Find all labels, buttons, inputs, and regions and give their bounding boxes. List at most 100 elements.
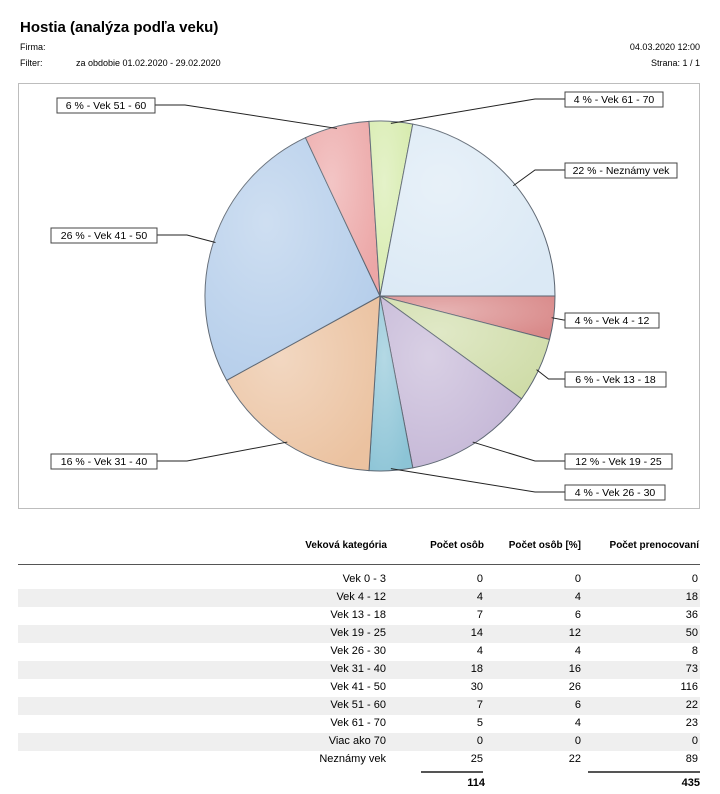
header-divider: [18, 564, 700, 565]
pie-slice-highlight: [305, 121, 380, 296]
pie-chart: 4 % - Vek 4 - 12 6 % - Vek 13 - 18 12 % - …: [50, 91, 678, 501]
filter-label: Filter:: [20, 58, 43, 68]
header-persons-percent: Počet osôb [%]: [508, 540, 581, 551]
filter-value: za obdobie 01.02.2020 - 29.02.2020: [76, 58, 221, 68]
cell-persons: 25: [470, 753, 483, 765]
table-row: Vek 4 - 12 4 4 18: [18, 589, 700, 607]
cell-nights: 0: [691, 573, 698, 585]
slice-label: 26 % - Vek 41 - 50: [61, 230, 148, 242]
cell-persons-percent: 4: [574, 591, 581, 603]
leader-line: [390, 468, 565, 493]
cell-persons-percent: 0: [574, 573, 581, 585]
cell-nights: 22: [685, 699, 698, 711]
cell-persons-percent: 6: [574, 609, 581, 621]
slice-label-box: [56, 97, 156, 114]
cell-persons: 5: [476, 717, 483, 729]
pie-slice-highlight: [380, 296, 550, 399]
cell-nights: 73: [685, 663, 698, 675]
total-persons-rule: [421, 771, 483, 773]
table-row: Viac ako 70 0 0 0: [18, 733, 700, 751]
total-nights-rule: [588, 771, 700, 773]
pie-slice-highlight: [205, 137, 380, 381]
table-row: Vek 26 - 30 4 4 8: [18, 643, 700, 661]
firma-label: Firma:: [20, 42, 46, 52]
slice-label-box: [564, 484, 666, 501]
cell-persons-percent: 22: [568, 753, 581, 765]
slice-label-box: [564, 453, 673, 470]
page-number: Strana: 1 / 1: [650, 58, 700, 68]
cell-persons-percent: 6: [574, 699, 581, 711]
slice-label: 4 % - Vek 4 - 12: [575, 315, 650, 327]
cell-age-category: Vek 0 - 3: [342, 573, 386, 585]
slice-label: 16 % - Vek 31 - 40: [61, 456, 148, 468]
slice-label-box: [564, 91, 664, 108]
pie-slice-highlight: [226, 296, 380, 471]
slice-label-box: [564, 371, 667, 388]
cell-persons-percent: 0: [574, 735, 581, 747]
header-age-category: Veková kategória: [305, 540, 387, 551]
chart-frame: 4 % - Vek 4 - 12 6 % - Vek 13 - 18 12 % - …: [18, 83, 700, 509]
pie-slice-highlight: [380, 124, 555, 296]
cell-age-category: Vek 51 - 60: [330, 699, 386, 711]
cell-age-category: Vek 31 - 40: [330, 663, 386, 675]
leader-line: [536, 369, 565, 380]
table-row: Vek 61 - 70 5 4 23: [18, 715, 700, 733]
table-row: Neznámy vek 25 22 89: [18, 751, 700, 769]
table-row: Vek 19 - 25 14 12 50: [18, 625, 700, 643]
table-row: Vek 31 - 40 18 16 73: [18, 661, 700, 679]
leader-line: [472, 441, 565, 462]
slice-label-box: [50, 453, 158, 470]
cell-age-category: Viac ako 70: [328, 735, 386, 747]
cell-age-category: Vek 41 - 50: [330, 681, 386, 693]
table-row: Vek 41 - 50 30 26 116: [18, 679, 700, 697]
cell-persons: 0: [476, 735, 483, 747]
cell-nights: 36: [685, 609, 698, 621]
cell-persons: 0: [476, 573, 483, 585]
cell-nights: 0: [691, 735, 698, 747]
cell-persons: 4: [476, 645, 483, 657]
table-row: Vek 0 - 3 0 0 0: [18, 571, 700, 589]
cell-persons: 7: [476, 699, 483, 711]
slice-label: 4 % - Vek 61 - 70: [574, 94, 655, 106]
cell-age-category: Vek 26 - 30: [330, 645, 386, 657]
table-row: Vek 51 - 60 7 6 22: [18, 697, 700, 715]
slice-label-box: [564, 312, 660, 329]
leader-line: [155, 104, 338, 129]
table-row: Vek 13 - 18 7 6 36: [18, 607, 700, 625]
cell-nights: 89: [685, 753, 698, 765]
slice-label: 6 % - Vek 51 - 60: [66, 100, 147, 112]
pie-slice-highlight: [380, 296, 522, 468]
cell-persons-percent: 26: [568, 681, 581, 693]
cell-persons-percent: 4: [574, 717, 581, 729]
cell-age-category: Neznámy vek: [319, 753, 386, 765]
cell-age-category: Vek 61 - 70: [330, 717, 386, 729]
pie-slice-highlight: [369, 296, 413, 471]
cell-age-category: Vek 19 - 25: [330, 627, 386, 639]
header-nights: Počet prenocovaní: [609, 540, 699, 551]
slice-label-box: [50, 227, 158, 244]
slice-label: 4 % - Vek 26 - 30: [575, 487, 656, 499]
cell-nights: 116: [680, 681, 698, 693]
total-persons: 114: [467, 777, 485, 789]
slice-label: 6 % - Vek 13 - 18: [575, 374, 656, 386]
total-nights: 435: [681, 777, 700, 789]
leader-line: [390, 98, 565, 124]
cell-nights: 8: [691, 645, 698, 657]
cell-nights: 18: [685, 591, 698, 603]
report-title: Hostia (analýza podľa veku): [20, 19, 219, 36]
leader-line: [157, 441, 288, 462]
leader-line: [513, 169, 565, 187]
cell-age-category: Vek 4 - 12: [336, 591, 386, 603]
cell-nights: 50: [685, 627, 698, 639]
cell-persons: 7: [476, 609, 483, 621]
cell-persons: 30: [470, 681, 483, 693]
leader-line: [157, 234, 216, 244]
cell-persons-percent: 4: [574, 645, 581, 657]
cell-persons: 18: [470, 663, 483, 675]
slice-label: 12 % - Vek 19 - 25: [575, 456, 662, 468]
cell-age-category: Vek 13 - 18: [330, 609, 386, 621]
header-persons: Počet osôb: [430, 540, 484, 551]
slice-label: 22 % - Neznámy vek: [573, 165, 671, 177]
cell-persons-percent: 16: [568, 663, 581, 675]
pie-slice-highlight: [369, 121, 413, 296]
